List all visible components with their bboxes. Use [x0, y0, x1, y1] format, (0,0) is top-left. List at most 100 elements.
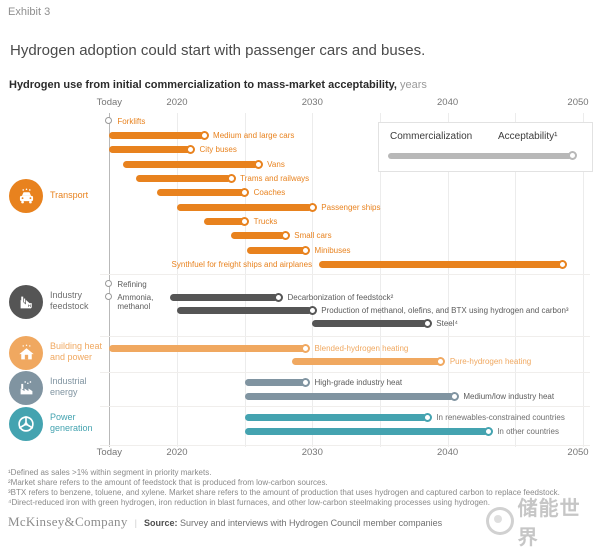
house-icon [9, 336, 43, 370]
chart-bar [292, 358, 441, 365]
legend-commercialization-label: Commercialization [390, 131, 473, 142]
bar-endcap [422, 412, 432, 422]
car-icon [9, 179, 43, 213]
axis-tick-2020: 2020 [166, 97, 188, 108]
refinery-icon: H [9, 285, 43, 319]
bar-endcap [422, 319, 432, 329]
legend-bar-endcap [568, 151, 577, 160]
bar-label: Decarbonization of feedstock² [287, 292, 394, 302]
gridline-2045 [515, 113, 517, 447]
bar-label: Medium and large cars [213, 130, 295, 140]
footer: McKinsey&Company | Source: Survey and in… [8, 514, 442, 530]
chart-bar [244, 427, 489, 435]
gridline-2025 [244, 113, 246, 447]
chart-bar [177, 203, 313, 211]
footnote-3: ³BTX refers to benzene, toluene, and xyl… [8, 488, 560, 497]
footnote-4: ⁴Direct-reduced iron with green hydrogen… [8, 498, 490, 507]
bar-endcap [449, 391, 459, 401]
bar-label: Pure-hydrogen heating [449, 357, 532, 366]
bar-endcap [240, 216, 250, 226]
chart-bar [247, 246, 306, 254]
section-label-industry_feedstock: Industry feedstock [50, 290, 89, 311]
axis-tick-2030: 2030 [301, 97, 323, 108]
bar-endcap [273, 292, 283, 302]
chart-bar [109, 344, 306, 352]
chart-bar [244, 378, 306, 386]
timeline-marker [105, 293, 113, 301]
bar-label: Synthfuel for freight ships and airplane… [171, 260, 313, 269]
chart-bar [170, 293, 279, 301]
footnote-2: ²Market share refers to the amount of fe… [8, 478, 328, 487]
marker-label: Refining [117, 279, 147, 289]
bar-endcap [436, 357, 446, 366]
bar-label: Vans [267, 159, 285, 169]
marker-label: Ammonia, methanol [117, 292, 154, 311]
bar-endcap [186, 145, 196, 155]
axis-tick-2030: 2030 [301, 447, 323, 458]
axis-tick-today: Today [96, 447, 123, 458]
axis-tick-2050: 2050 [567, 97, 589, 108]
bar-endcap [301, 377, 311, 387]
timeline-marker [105, 280, 113, 287]
timeline-marker [105, 117, 113, 124]
gridline-2050 [582, 113, 584, 447]
bar-label: Steel⁴ [436, 319, 458, 329]
exhibit-label: Exhibit 3 [8, 6, 51, 18]
axis-tick-2020: 2020 [166, 447, 188, 458]
wind-turbine-icon [9, 407, 43, 441]
source-line: Source: Survey and interviews with Hydro… [144, 518, 442, 528]
bar-endcap [307, 306, 317, 316]
legend-acceptability-label: Acceptability¹ [498, 131, 558, 142]
bar-label: Passenger ships [321, 202, 381, 212]
chart-subtitle-main: Hydrogen use from initial commercializat… [9, 79, 397, 91]
chart-bar [122, 160, 259, 168]
section-label-transport: Transport [50, 189, 89, 200]
bar-endcap [280, 231, 290, 241]
bar-label: Production of methanol, olefins, and BTX… [321, 306, 569, 316]
chart-subtitle: Hydrogen use from initial commercializat… [9, 79, 427, 91]
svg-text:H: H [28, 303, 31, 308]
bar-label: Trucks [253, 216, 278, 226]
bar-endcap [301, 343, 311, 353]
watermark-text: 储能世界 [517, 498, 581, 549]
bar-label: In renewables-constrained countries [436, 412, 565, 422]
section-label-industrial_energy: Industrial energy [50, 376, 87, 397]
legend-bar [388, 153, 572, 159]
gridline-2040 [447, 113, 449, 447]
chart-bar [204, 217, 245, 225]
section-separator [100, 335, 590, 337]
bar-label: Small cars [294, 231, 332, 241]
bar-endcap [199, 130, 209, 140]
footer-separator: | [134, 518, 137, 528]
bar-label: In other countries [497, 426, 559, 436]
section-label-building_heat_power: Building heat and power [50, 341, 103, 362]
section-separator [100, 274, 590, 275]
chart-bar [244, 413, 428, 421]
bar-label: High-grade industry heat [314, 377, 403, 387]
bar-endcap [240, 188, 250, 198]
bar-endcap [307, 202, 317, 212]
gridline-2020 [177, 113, 178, 447]
mckinsey-logo: McKinsey&Company [8, 514, 128, 529]
bar-label: Trams and railways [240, 173, 310, 183]
section-separator [100, 405, 590, 407]
page-title: Hydrogen adoption could start with passe… [10, 42, 426, 59]
chart-bar [319, 261, 563, 268]
chart-bar [231, 232, 286, 240]
bar-endcap [253, 159, 263, 169]
marker-label: Forklifts [117, 116, 146, 126]
axis-tick-2040: 2040 [437, 447, 459, 458]
section-label-power_generation: Power generation [50, 412, 93, 433]
chart-bar [136, 174, 232, 182]
bar-label: Minibuses [314, 245, 351, 255]
section-separator [100, 444, 590, 446]
section-separator [100, 371, 590, 373]
axis-tick-today: Today [96, 97, 123, 108]
chart-bar [109, 146, 191, 154]
gridline-2030 [312, 113, 314, 447]
axis-tick-2050: 2050 [567, 447, 589, 458]
source-label: Source: [143, 518, 178, 528]
gridline-2035 [379, 113, 381, 447]
bar-endcap [483, 426, 493, 436]
watermark: 储能世界 [486, 492, 600, 550]
